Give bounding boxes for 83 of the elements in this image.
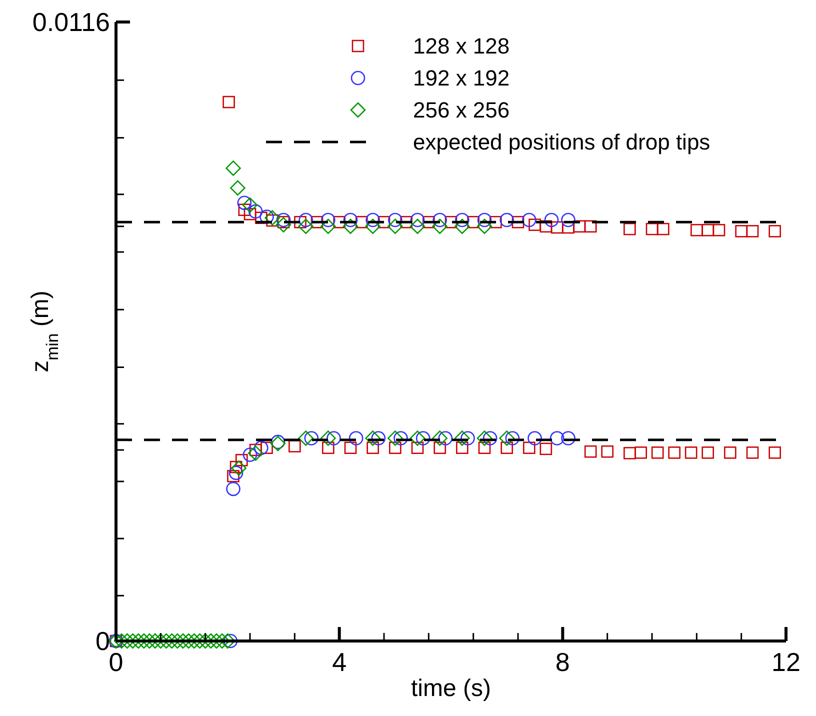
point [528, 431, 542, 446]
point [342, 218, 358, 234]
point [230, 180, 246, 196]
point [500, 212, 514, 228]
point [223, 634, 238, 648]
point [348, 431, 364, 446]
point [153, 633, 168, 649]
point [248, 446, 264, 461]
point [455, 212, 470, 228]
point [208, 633, 224, 649]
point [366, 212, 380, 228]
point [550, 431, 564, 446]
point [388, 212, 402, 228]
point [477, 212, 492, 228]
legend-label: 256 x 256 [413, 98, 510, 123]
point [158, 633, 174, 649]
point [237, 196, 252, 210]
point [298, 430, 314, 446]
x-tick-label: 4 [332, 647, 347, 677]
point [432, 430, 448, 446]
point [394, 431, 408, 446]
point [505, 431, 520, 446]
point [260, 210, 274, 224]
point [228, 466, 244, 480]
point [365, 218, 380, 234]
point [343, 212, 358, 228]
point [164, 633, 180, 649]
point [416, 431, 430, 446]
point [432, 212, 447, 228]
x-axis-title: time (s) [411, 675, 491, 702]
point [120, 633, 135, 649]
point [522, 212, 536, 228]
point [321, 212, 336, 228]
point [242, 197, 258, 213]
point [432, 218, 448, 234]
point [226, 482, 240, 496]
point [304, 431, 319, 446]
point [248, 204, 263, 219]
point [125, 633, 140, 649]
point [298, 212, 313, 228]
point [186, 633, 202, 649]
legend-label: 192 x 192 [413, 66, 510, 91]
point [220, 633, 236, 649]
point [276, 212, 291, 228]
point [298, 218, 314, 234]
point [242, 448, 258, 462]
point [410, 430, 426, 446]
point [264, 210, 280, 226]
point [482, 431, 498, 446]
point [114, 633, 130, 649]
point [544, 212, 559, 228]
point [276, 217, 292, 232]
point [198, 633, 213, 649]
x-tick-label: 12 [772, 647, 800, 677]
point [142, 633, 158, 649]
point [371, 431, 386, 446]
point [561, 212, 576, 228]
point [410, 218, 426, 234]
point [226, 160, 241, 176]
point [320, 430, 336, 446]
point [254, 440, 268, 455]
point [454, 218, 470, 234]
point [410, 212, 425, 228]
x-tick-label: 8 [555, 647, 570, 677]
point [326, 431, 341, 446]
point [388, 218, 403, 234]
y-tick-label: 0.0116 [32, 7, 110, 38]
point [454, 430, 470, 446]
point [192, 633, 208, 649]
point [231, 460, 246, 476]
point [476, 430, 492, 446]
point [561, 431, 576, 446]
legend-label: expected positions of drop tips [413, 130, 710, 155]
point [438, 431, 453, 446]
point [460, 431, 475, 446]
point [320, 218, 336, 234]
point [476, 218, 492, 234]
point [499, 430, 514, 446]
point [175, 633, 191, 649]
legend-label: 128 x 128 [413, 34, 510, 59]
point [388, 430, 403, 446]
point [365, 430, 380, 446]
point [130, 633, 146, 649]
